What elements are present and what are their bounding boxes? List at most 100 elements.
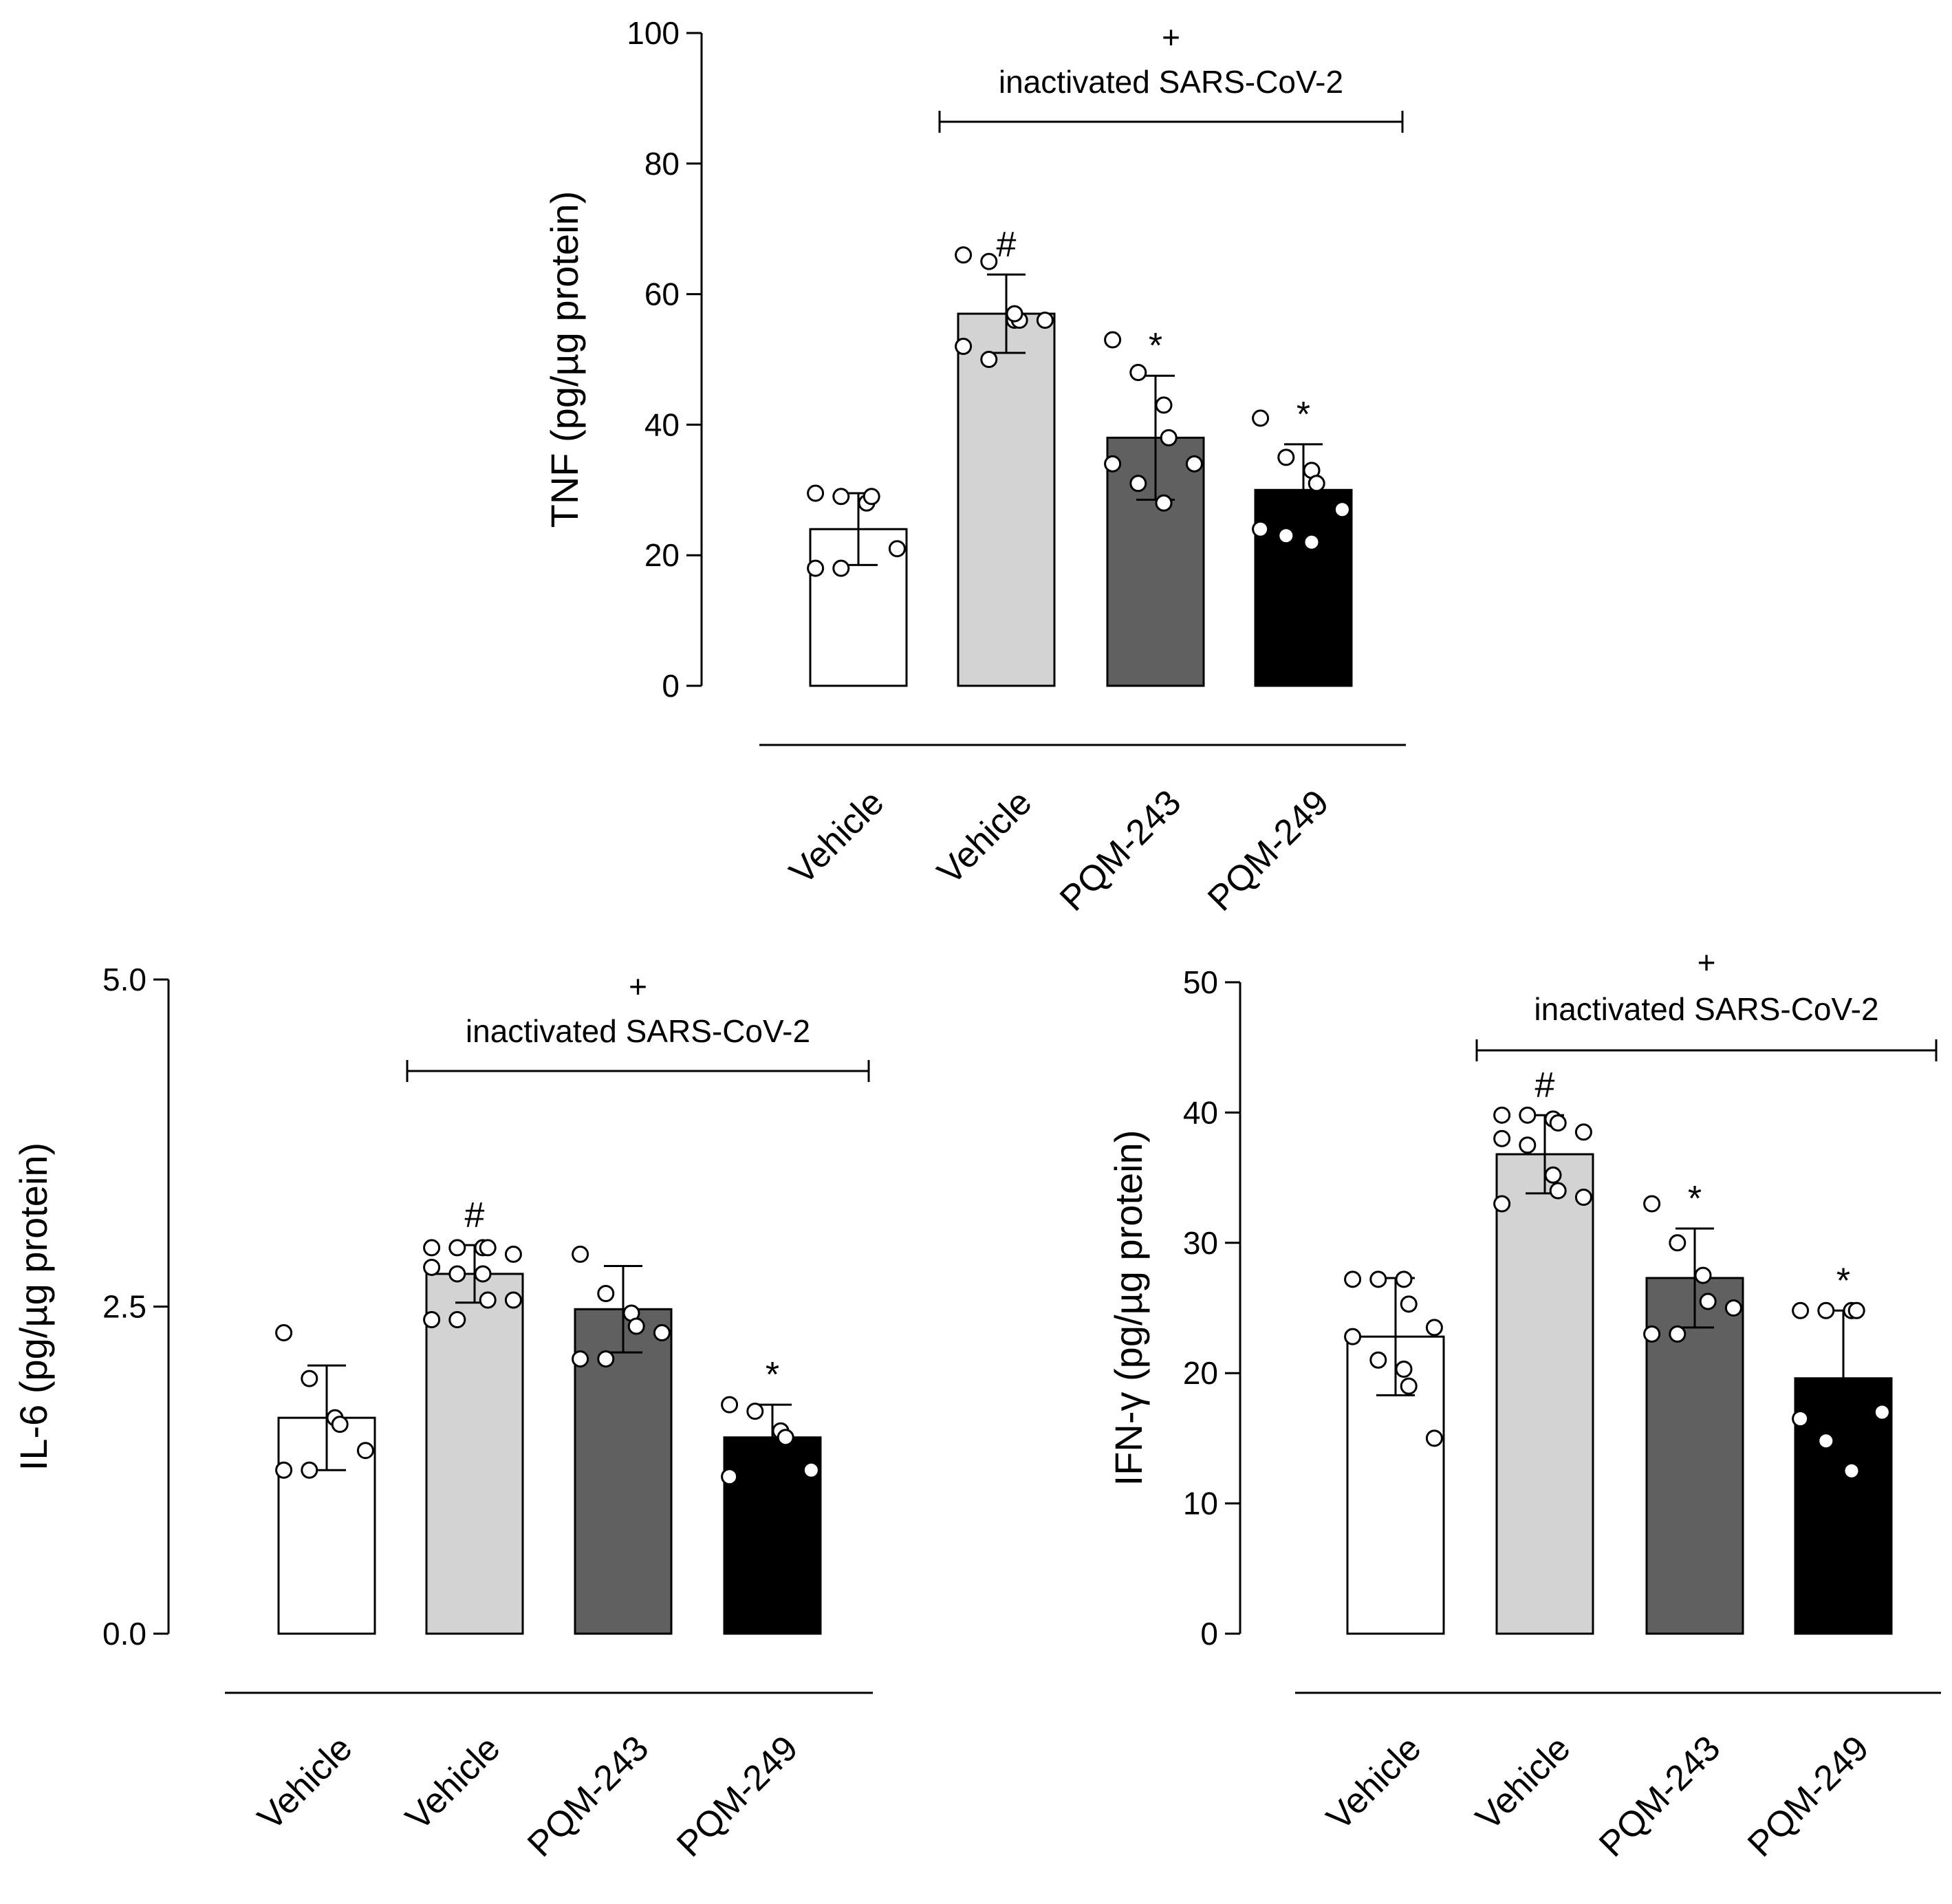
il6-bracket-sign: + [629, 969, 647, 1004]
ifng-bracket-label: inactivated SARS-CoV-2 [1534, 991, 1878, 1027]
ifng-data-point [1493, 1195, 1511, 1213]
tnf-data-point [1036, 312, 1054, 329]
ifng-data-point [1425, 1319, 1443, 1337]
ifng-data-point [1493, 1129, 1511, 1147]
il6-data-point [423, 1239, 441, 1257]
tnf-chart-panel: 0 20 40 60 80 100 TNF (pg/µg protein) # * * Vehicl… [543, 15, 1406, 919]
il6-y-axis-label: IL-6 (pg/µg protein) [12, 1143, 55, 1471]
il6-data-point [746, 1403, 764, 1420]
ifng-significance-mark: * [1836, 1261, 1850, 1301]
ifng-data-point [1395, 1270, 1413, 1288]
tnf-significance-mark: * [1149, 326, 1162, 366]
il6-bar-3 [574, 1308, 673, 1635]
il6-data-point [275, 1461, 293, 1479]
tnf-y-tick-label: 60 [644, 277, 680, 312]
ifng-bracket-sign: + [1698, 944, 1716, 980]
ifng-data-point [1792, 1301, 1810, 1319]
il6-bar-2 [425, 1273, 524, 1635]
tnf-significance-mark: * [1297, 395, 1310, 435]
il6-chart-panel: 0.0 2.5 5.0 IL-6 (pg/µg protein) # * Vehicle Ve… [12, 962, 873, 1865]
ifng-data-point [1549, 1182, 1567, 1200]
ifng-data-point [1400, 1295, 1418, 1313]
il6-data-point [423, 1311, 441, 1329]
il6-data-point [572, 1245, 589, 1263]
ifng-data-point [1493, 1106, 1511, 1124]
il6-data-point [504, 1245, 522, 1263]
il6-data-point [275, 1324, 293, 1342]
ifng-significance-mark: # [1535, 1065, 1555, 1105]
ifng-data-point [1344, 1328, 1362, 1345]
il6-bracket-label: inactivated SARS-CoV-2 [466, 1013, 810, 1049]
ifng-bar-3 [1645, 1277, 1744, 1635]
il6-data-point [572, 1350, 589, 1368]
tnf-y-tick-label: 0 [662, 668, 680, 704]
tnf-data-point [1303, 533, 1321, 551]
ifng-y-tick-label: 0 [1200, 1616, 1218, 1652]
ifng-data-point [1574, 1123, 1592, 1141]
ifng-y-tick-label: 30 [1183, 1225, 1218, 1261]
ifng-data-point [1574, 1189, 1592, 1207]
ifng-data-point [1792, 1409, 1810, 1427]
ifng-y-tick-label: 10 [1183, 1486, 1218, 1522]
il6-data-point [474, 1265, 492, 1283]
ifng-bar-2 [1495, 1153, 1594, 1635]
tnf-data-point [807, 484, 825, 502]
il6-category-label: PQM-249 [669, 1728, 805, 1864]
ifng-data-point [1669, 1234, 1687, 1252]
ifng-data-point [1369, 1351, 1387, 1369]
il6-data-point [504, 1291, 522, 1309]
il6-category-label: Vehicle [398, 1728, 508, 1838]
ifng-data-point [1400, 1377, 1418, 1395]
il6-data-point [721, 1468, 739, 1486]
il6-data-point [479, 1291, 497, 1309]
ifng-category-label: Vehicle [1468, 1728, 1579, 1838]
tnf-data-point [1155, 494, 1173, 512]
il6-data-point [721, 1396, 739, 1414]
ifng-y-tick-label: 40 [1183, 1094, 1218, 1130]
il6-data-point [448, 1311, 466, 1329]
tnf-data-point [980, 351, 998, 368]
tnf-data-point [1160, 429, 1178, 446]
tnf-y-tick-label: 20 [644, 537, 680, 573]
tnf-data-point [832, 488, 850, 506]
ifng-data-point [1643, 1325, 1661, 1343]
tnf-data-point [1104, 455, 1122, 473]
il6-data-point [479, 1239, 497, 1257]
ifng-significance-mark: * [1688, 1179, 1702, 1219]
il6-data-point [356, 1442, 374, 1460]
tnf-category-label: PQM-249 [1200, 782, 1336, 918]
ifng-data-point [1519, 1106, 1537, 1124]
tnf-bracket-label: inactivated SARS-CoV-2 [999, 64, 1343, 100]
ifng-category-label: Vehicle [1319, 1728, 1429, 1838]
tnf-data-point [863, 488, 880, 506]
tnf-data-point [1308, 475, 1325, 493]
tnf-data-point [1185, 455, 1203, 473]
tnf-y-tick-label: 40 [644, 407, 680, 442]
il6-data-point [448, 1239, 466, 1257]
ifng-data-point [1694, 1266, 1712, 1284]
ifng-category-label: PQM-249 [1740, 1728, 1876, 1864]
il6-data-point [777, 1429, 794, 1447]
tnf-data-point [1252, 409, 1270, 427]
tnf-data-point [955, 246, 973, 264]
ifng-data-point [1344, 1270, 1362, 1288]
il6-data-point [653, 1324, 671, 1342]
tnf-data-point [807, 559, 825, 577]
ifng-data-point [1425, 1429, 1443, 1447]
tnf-data-point [1129, 475, 1147, 493]
tnf-y-tick-label: 80 [644, 146, 680, 182]
tnf-category-label: PQM-243 [1052, 782, 1189, 918]
ifng-y-tick-label: 50 [1183, 964, 1218, 1000]
il6-data-point [301, 1370, 318, 1387]
ifng-data-point [1847, 1301, 1865, 1319]
il6-y-tick-label: 5.0 [102, 962, 147, 997]
tnf-bar-2 [957, 312, 1056, 687]
tnf-y-tick-label: 100 [627, 15, 680, 51]
ifng-category-label: PQM-243 [1592, 1728, 1728, 1864]
tnf-category-label: Vehicle [782, 782, 892, 892]
ifng-data-point [1817, 1301, 1835, 1319]
il6-data-point [627, 1317, 645, 1335]
ifng-data-point [1724, 1299, 1742, 1317]
ifng-data-point [1519, 1136, 1537, 1154]
